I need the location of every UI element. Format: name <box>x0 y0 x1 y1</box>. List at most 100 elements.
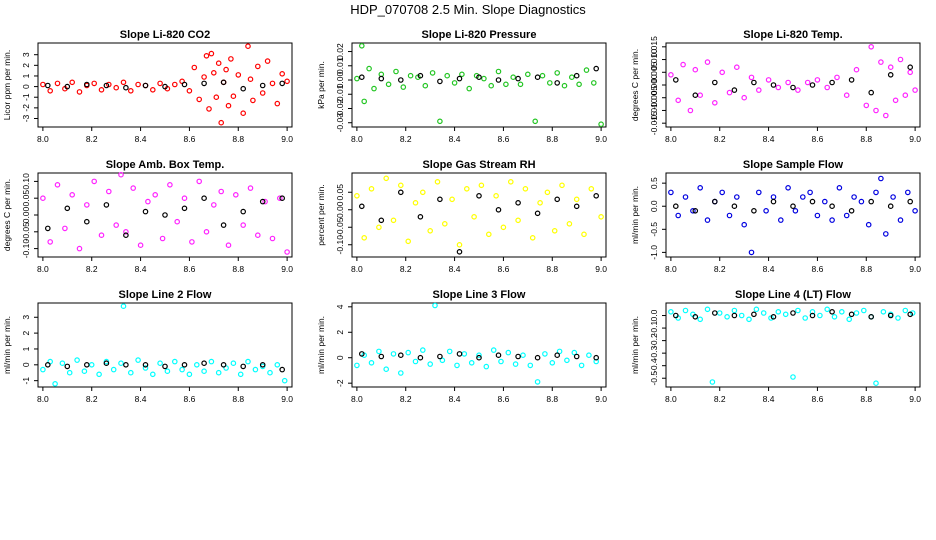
data-point-2min <box>790 84 796 91</box>
data-point <box>748 249 755 256</box>
data-point <box>432 302 438 309</box>
data-point-2min <box>593 354 600 361</box>
data-point-2min <box>711 310 718 316</box>
data-point <box>91 178 98 185</box>
data-point-2min <box>259 82 266 89</box>
data-point <box>878 59 884 65</box>
x-tick-label: 8.2 <box>86 134 98 144</box>
data-point <box>157 80 163 87</box>
x-tick-label: 8.4 <box>449 264 461 274</box>
chart-title: Slope Line 4 (LT) Flow <box>735 289 851 301</box>
data-point <box>172 358 178 365</box>
data-point <box>741 221 748 228</box>
data-point <box>576 81 582 88</box>
data-point-2min <box>259 198 266 205</box>
data-point-2min <box>44 225 51 232</box>
data-point-2min <box>692 313 699 320</box>
data-point <box>829 217 835 223</box>
data-point <box>368 186 375 192</box>
data-point <box>269 235 276 242</box>
data-point <box>157 360 163 367</box>
y-tick-label: 0.05 <box>21 190 31 207</box>
data-point <box>206 106 212 112</box>
data-point <box>559 182 565 189</box>
data-point <box>444 72 451 79</box>
data-point <box>873 107 879 114</box>
data-point <box>902 92 909 99</box>
x-tick-label: 9.0 <box>909 264 921 274</box>
data-point <box>556 348 563 355</box>
chart-panel-9: Slope Line 4 (LT) Flow ml/min per min. 8.0… <box>630 289 921 404</box>
y-tick-label: 0.0 <box>649 309 659 321</box>
x-tick-label: 8.6 <box>812 134 824 144</box>
data-point-2min <box>829 79 835 86</box>
chart-panel-1: Slope Li-820 CO2 Licor ppm per min. 8.0 8.2… <box>2 29 293 144</box>
data-point <box>593 358 600 365</box>
chart-panel-8: Slope Line 3 Flow ml/min per min. 8.0 8.2 8.… <box>316 289 607 404</box>
data-point <box>427 228 434 234</box>
data-point <box>490 347 497 353</box>
data-point <box>269 80 276 87</box>
data-point <box>142 365 149 371</box>
data-point <box>167 182 173 188</box>
data-point <box>746 316 752 323</box>
data-point <box>724 313 730 320</box>
data-point-2min <box>790 203 796 210</box>
data-point <box>598 214 604 220</box>
data-point-2min <box>397 352 404 359</box>
data-point <box>770 194 777 200</box>
data-point <box>741 94 748 101</box>
data-point <box>790 374 796 380</box>
data-point <box>544 189 551 196</box>
data-point <box>709 379 716 385</box>
data-point <box>59 360 66 367</box>
chart-title: Slope Li-820 Pressure <box>422 29 537 41</box>
y-tick-label: -3 <box>21 114 31 122</box>
x-tick-label: 8.4 <box>135 264 147 274</box>
data-point <box>383 366 390 373</box>
data-point <box>189 239 195 245</box>
data-point <box>98 232 105 239</box>
y-axis-label: percent per min. <box>316 184 326 245</box>
data-point-2min <box>751 208 757 214</box>
x-tick-label: 8.0 <box>665 394 677 404</box>
data-point-2min <box>848 208 855 214</box>
data-point-2min <box>417 354 424 361</box>
data-point <box>515 217 521 224</box>
data-point <box>887 64 894 71</box>
x-tick-label: 8.0 <box>665 134 677 144</box>
data-point-2min <box>220 79 227 86</box>
data-point <box>88 361 95 368</box>
y-tick-label: 1 <box>21 73 31 78</box>
data-point <box>456 242 463 248</box>
data-point <box>390 351 397 357</box>
data-point-2min <box>848 311 855 318</box>
x-tick-label: 8.4 <box>763 264 775 274</box>
plot-frame <box>37 172 293 258</box>
data-point <box>203 52 210 59</box>
data-point <box>361 98 368 105</box>
data-point <box>385 81 392 88</box>
chart-title: Slope Amb. Box Temp. <box>106 159 225 171</box>
y-axis-label: ml/min per min. <box>316 316 326 374</box>
data-point <box>763 208 769 214</box>
y-tick-label: 0.5 <box>649 177 659 189</box>
x-tick-label: 8.2 <box>86 264 98 274</box>
data-point-2min <box>397 189 404 196</box>
data-point-2min <box>240 208 247 215</box>
x-tick-label: 8.6 <box>498 264 510 274</box>
data-point <box>785 79 791 86</box>
data-point <box>135 81 141 88</box>
data-point <box>824 84 831 91</box>
plot-frame <box>351 172 607 258</box>
x-tick-label: 8.2 <box>714 264 726 274</box>
data-point <box>581 231 587 238</box>
y-tick-label: -1.0 <box>649 245 659 260</box>
data-point <box>755 87 762 93</box>
data-point <box>76 245 83 252</box>
x-tick-label: 9.0 <box>281 134 293 144</box>
y-tick-label: 2 <box>21 63 31 68</box>
data-point-2min <box>103 360 110 367</box>
plot-frame <box>351 42 607 128</box>
x-tick-label: 9.0 <box>281 394 293 404</box>
